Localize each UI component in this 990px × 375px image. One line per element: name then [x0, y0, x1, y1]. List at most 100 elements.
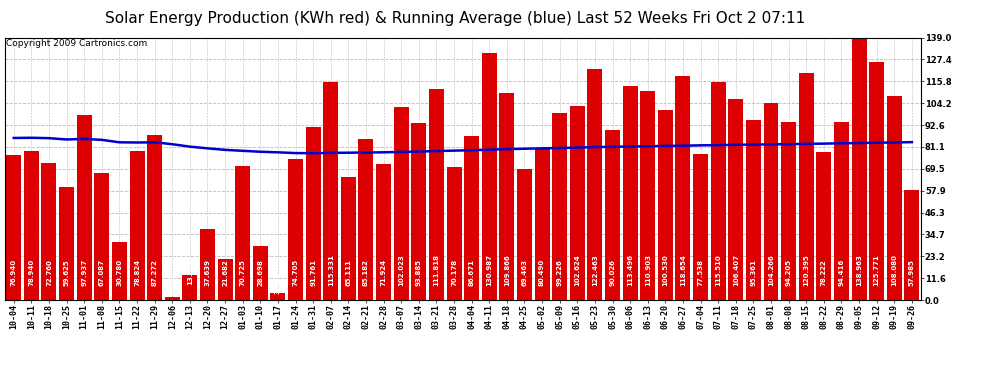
Text: Solar Energy Production (KWh red) & Running Average (blue) Last 52 Weeks Fri Oct: Solar Energy Production (KWh red) & Runn… [105, 11, 806, 26]
Text: 78.824: 78.824 [134, 259, 140, 286]
Bar [164, 297, 180, 300]
Bar [693, 154, 708, 300]
Text: 70.178: 70.178 [451, 259, 457, 286]
Text: 77.538: 77.538 [698, 259, 704, 286]
Bar [641, 90, 655, 300]
Bar [236, 166, 250, 300]
Bar [817, 152, 832, 300]
Text: 102.023: 102.023 [398, 254, 404, 286]
Bar [763, 103, 778, 300]
Bar [570, 106, 585, 300]
Text: 72.760: 72.760 [46, 259, 52, 286]
Text: 65.111: 65.111 [346, 259, 351, 286]
Bar [394, 107, 409, 300]
Bar [799, 73, 814, 300]
Bar [587, 69, 602, 300]
Bar [24, 151, 39, 300]
Bar [834, 122, 849, 300]
Text: 86.671: 86.671 [468, 259, 474, 286]
Text: 76.940: 76.940 [11, 259, 17, 286]
Bar [42, 163, 56, 300]
Text: 80.490: 80.490 [540, 259, 545, 286]
Text: 85.182: 85.182 [363, 259, 369, 286]
Text: 94.416: 94.416 [839, 259, 844, 286]
Text: 97.937: 97.937 [81, 259, 87, 286]
Bar [887, 96, 902, 300]
Bar [341, 177, 355, 300]
Bar [306, 127, 321, 300]
Text: 115.510: 115.510 [715, 254, 721, 286]
Text: 69.463: 69.463 [522, 259, 528, 286]
Text: 99.226: 99.226 [556, 259, 562, 286]
Bar [6, 155, 21, 300]
Text: 30.780: 30.780 [117, 259, 123, 286]
Bar [182, 275, 197, 300]
Bar [130, 151, 145, 300]
Text: 67.087: 67.087 [99, 259, 105, 286]
Text: 59.625: 59.625 [63, 259, 69, 286]
Text: 70.725: 70.725 [240, 259, 246, 286]
Bar [94, 173, 109, 300]
Bar [59, 188, 74, 300]
Bar [446, 168, 461, 300]
Text: 125.771: 125.771 [873, 254, 880, 286]
Bar [711, 82, 726, 300]
Text: 106.407: 106.407 [733, 254, 739, 286]
Text: 104.266: 104.266 [768, 254, 774, 286]
Text: 78.940: 78.940 [29, 259, 35, 286]
Bar [376, 164, 391, 300]
Text: 78.222: 78.222 [821, 259, 827, 286]
Text: 91.761: 91.761 [310, 259, 316, 286]
Text: 28.698: 28.698 [257, 259, 263, 286]
Bar [517, 169, 532, 300]
Text: 109.866: 109.866 [504, 254, 510, 286]
Text: 1.650: 1.650 [169, 274, 175, 296]
Bar [499, 93, 515, 300]
Bar [218, 259, 233, 300]
Bar [429, 89, 444, 300]
Text: 102.624: 102.624 [574, 254, 580, 286]
Text: Copyright 2009 Cartronics.com: Copyright 2009 Cartronics.com [6, 39, 148, 48]
Text: 93.885: 93.885 [416, 259, 422, 286]
Bar [658, 110, 673, 300]
Bar [851, 38, 866, 300]
Text: 57.985: 57.985 [909, 259, 915, 286]
Text: 87.272: 87.272 [151, 259, 157, 286]
Bar [605, 130, 620, 300]
Bar [358, 139, 373, 300]
Bar [76, 115, 92, 300]
Bar [745, 120, 761, 300]
Bar [552, 112, 567, 300]
Bar [288, 159, 303, 300]
Bar [411, 123, 427, 300]
Text: 37.639: 37.639 [205, 259, 211, 286]
Text: 118.654: 118.654 [680, 254, 686, 286]
Bar [112, 242, 127, 300]
Bar [781, 122, 796, 300]
Text: 120.395: 120.395 [803, 254, 809, 286]
Text: 110.903: 110.903 [644, 254, 650, 286]
Bar [324, 82, 339, 300]
Text: 122.463: 122.463 [592, 254, 598, 286]
Text: 100.530: 100.530 [662, 254, 668, 286]
Text: 115.331: 115.331 [328, 254, 334, 286]
Text: 21.682: 21.682 [222, 259, 228, 286]
Text: 130.987: 130.987 [486, 254, 492, 286]
Bar [148, 135, 162, 300]
Bar [675, 76, 690, 300]
Text: 13.388: 13.388 [187, 257, 193, 285]
Text: 3.450: 3.450 [275, 272, 281, 294]
Text: 74.705: 74.705 [292, 259, 299, 286]
Bar [729, 99, 743, 300]
Text: 71.924: 71.924 [380, 259, 386, 286]
Bar [623, 86, 638, 300]
Text: 138.963: 138.963 [856, 254, 862, 286]
Bar [252, 246, 267, 300]
Text: 90.026: 90.026 [610, 259, 616, 286]
Bar [482, 53, 497, 300]
Bar [200, 229, 215, 300]
Text: 95.361: 95.361 [750, 259, 756, 286]
Text: 113.496: 113.496 [627, 254, 634, 286]
Bar [869, 63, 884, 300]
Bar [270, 294, 285, 300]
